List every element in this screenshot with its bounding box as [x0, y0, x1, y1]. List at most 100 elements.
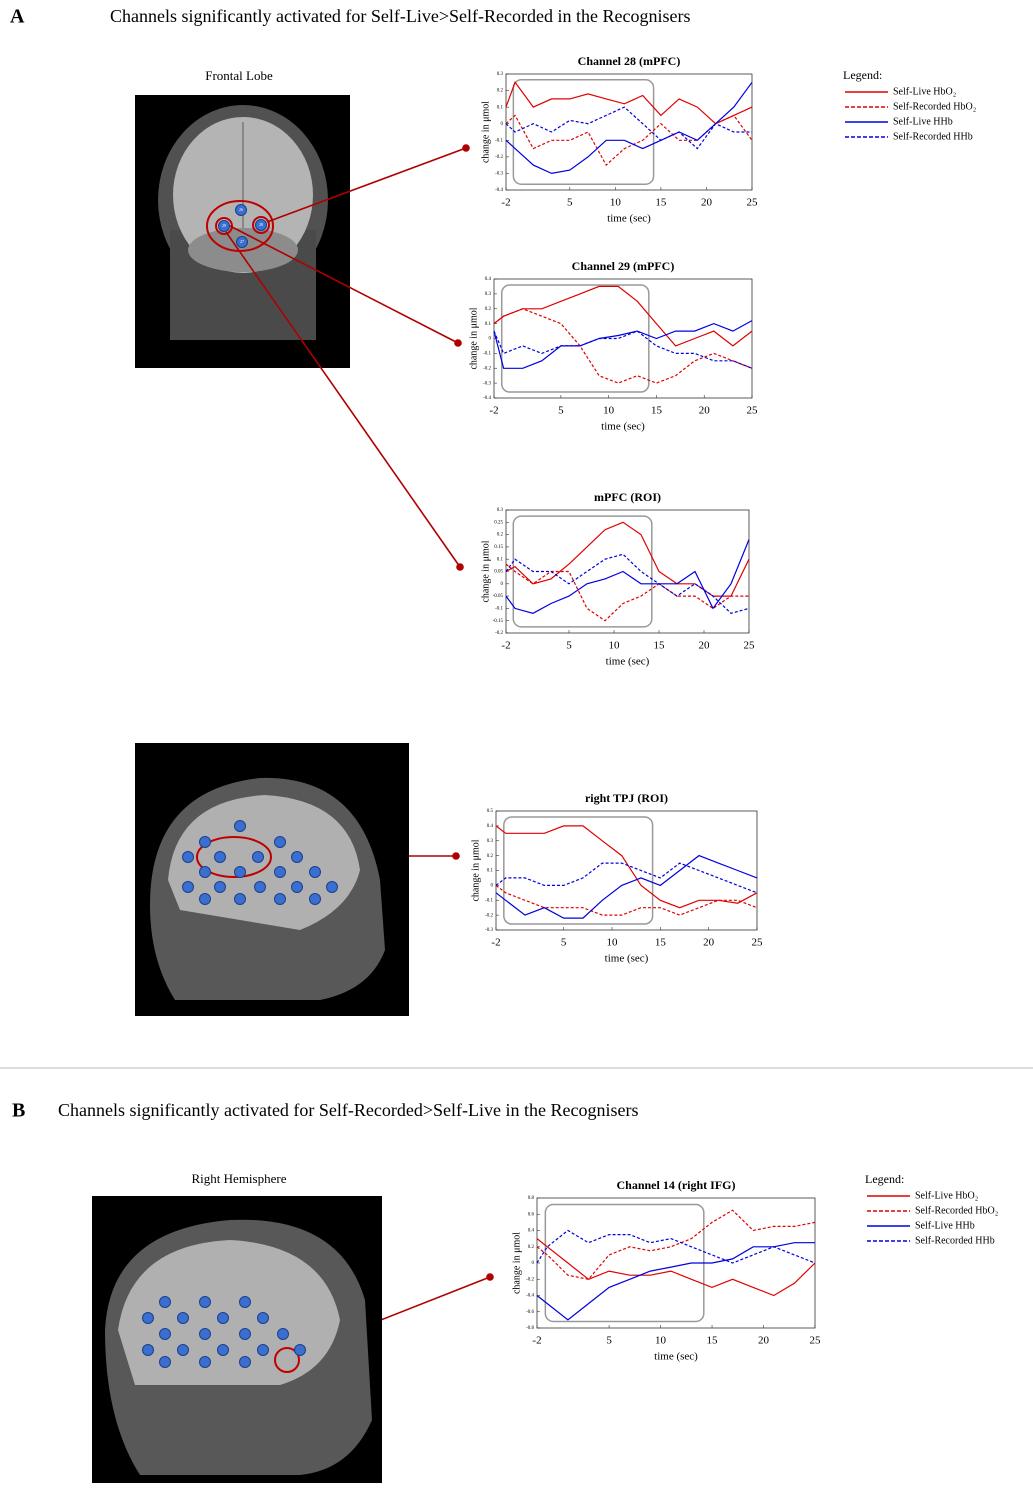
series-line — [505, 81, 753, 175]
chart-title: Channel 29 (mPFC) — [572, 259, 675, 273]
channel-dot — [142, 1312, 154, 1324]
y-tick-label: 0.1 — [497, 557, 504, 562]
legend-label: Self-Live HHb — [893, 116, 953, 127]
y-tick-label: -0.3 — [495, 172, 503, 177]
x-tick-label: 10 — [603, 405, 615, 417]
channel-dot — [199, 866, 211, 878]
y-tick-label: 0 — [501, 122, 504, 127]
channel-dot — [277, 1328, 289, 1340]
channel-dot — [199, 836, 211, 848]
series-line — [495, 854, 758, 919]
y-tick-label: 0.2 — [485, 307, 492, 312]
channel-dot — [309, 893, 321, 905]
panel-letter: A — [10, 6, 25, 28]
channel-dot — [257, 1344, 269, 1356]
channel-dot — [294, 1344, 306, 1356]
series-line — [493, 330, 753, 369]
channel-dot — [291, 851, 303, 863]
lateral-brain-image — [135, 743, 409, 1016]
y-tick-label: 0.5 — [487, 809, 494, 814]
channel-number: 28 — [259, 222, 263, 227]
y-tick-label: -0.1 — [495, 138, 503, 143]
channel-number: 26 — [239, 207, 243, 212]
x-tick-label: 5 — [606, 1335, 612, 1347]
channel-dot — [326, 881, 338, 893]
x-tick-label: 20 — [699, 640, 711, 652]
channel-dot — [236, 236, 248, 248]
series-line — [495, 884, 758, 916]
series-line — [505, 114, 753, 167]
y-tick-label: 0.25 — [494, 520, 503, 525]
x-tick-label: 5 — [567, 197, 573, 209]
legend-label: Self-Recorded HHb — [893, 131, 973, 142]
channel-dot — [159, 1328, 171, 1340]
channel-dot — [274, 893, 286, 905]
channel-dot — [142, 1344, 154, 1356]
x-tick-label: 15 — [707, 1335, 719, 1347]
channel-dot — [182, 851, 194, 863]
x-tick-label: 20 — [758, 1335, 770, 1347]
y-tick-label: 0.3 — [497, 508, 504, 513]
legend-label: Self-Live HHb — [915, 1220, 975, 1231]
channel-dots — [142, 1296, 306, 1368]
y-tick-label: -0.1 — [495, 607, 503, 612]
right-hemisphere-image — [92, 1196, 382, 1483]
chart-title: Channel 28 (mPFC) — [578, 54, 681, 68]
y-tick-label: 0.4 — [487, 824, 494, 829]
y-tick-label: -0.4 — [483, 396, 491, 401]
series-line — [505, 106, 752, 150]
legend-label: Self-Recorded HHb — [915, 1235, 995, 1246]
series-line — [536, 1229, 816, 1264]
channel-dot — [239, 1328, 251, 1340]
highlight-box — [512, 515, 653, 628]
channel-dot — [257, 1312, 269, 1324]
x-tick-label: 25 — [747, 405, 759, 417]
panel-letter: B — [12, 1100, 25, 1122]
channel-dot — [274, 836, 286, 848]
y-tick-label: -0.2 — [495, 631, 503, 636]
y-tick-label: 0.4 — [528, 1229, 535, 1234]
channel-dots — [182, 820, 338, 905]
x-axis-label: time (sec) — [607, 213, 651, 225]
series-line — [495, 825, 758, 909]
series-line — [536, 1238, 816, 1297]
y-tick-label: 0 — [489, 337, 492, 342]
series-line — [493, 285, 753, 347]
series-line — [505, 521, 750, 597]
x-tick-label: -2 — [501, 640, 510, 652]
channel-dot — [217, 1344, 229, 1356]
y-tick-label: 0.3 — [497, 72, 504, 77]
y-tick-label: -0.2 — [483, 366, 491, 371]
plot-frame — [536, 1197, 816, 1329]
plot-frame — [505, 73, 753, 191]
x-tick-label: 15 — [651, 405, 663, 417]
y-tick-label: -0.2 — [526, 1277, 534, 1282]
x-tick-label: 25 — [747, 197, 759, 209]
y-tick-label: -0.8 — [526, 1326, 534, 1331]
x-tick-label: 5 — [561, 937, 567, 949]
x-tick-label: 15 — [655, 197, 667, 209]
channel-dot — [177, 1312, 189, 1324]
channel-dot — [159, 1296, 171, 1308]
y-tick-label: -0.2 — [495, 155, 503, 160]
x-tick-label: 20 — [701, 197, 713, 209]
channel-dot — [234, 820, 246, 832]
y-tick-label: -0.4 — [526, 1294, 534, 1299]
channel-dot — [274, 866, 286, 878]
y-tick-label: -0.1 — [483, 352, 491, 357]
image-label: Right Hemisphere — [192, 1171, 287, 1186]
y-axis-label: change in μmol — [480, 101, 491, 163]
y-tick-label: 0.6 — [528, 1212, 535, 1217]
channel-dot — [182, 881, 194, 893]
channel-dot — [234, 893, 246, 905]
legend-label: Self-Recorded HbO₂ — [915, 1205, 998, 1216]
channel-number: 29 — [222, 223, 226, 228]
series-line — [505, 563, 749, 622]
channel-dot — [177, 1344, 189, 1356]
x-tick-label: 5 — [566, 640, 572, 652]
chart-title: Channel 14 (right IFG) — [616, 1178, 735, 1192]
y-tick-label: 0.4 — [485, 277, 492, 282]
x-tick-label: 25 — [744, 640, 756, 652]
